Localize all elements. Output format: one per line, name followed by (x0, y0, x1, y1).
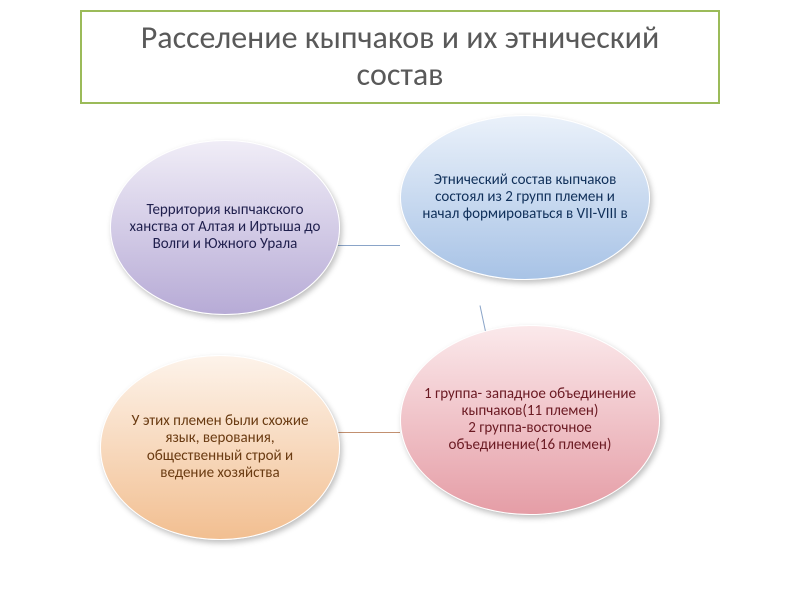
node-tribes-traits: У этих племен были схожие язык, веровани… (100, 355, 340, 540)
node-ethnic-label: Этнический состав кыпчаков состоял из 2 … (419, 172, 631, 224)
diagram-stage: Расселение кыпчаков и их этнический сост… (0, 0, 800, 600)
node-groups: 1 группа- западное объединение кыпчаков(… (400, 325, 660, 515)
page-title: Расселение кыпчаков и их этнический сост… (102, 20, 698, 94)
node-tribes-label: У этих племен были схожие язык, веровани… (119, 413, 321, 482)
title-box: Расселение кыпчаков и их этнический сост… (80, 10, 720, 104)
connector-1 (338, 245, 400, 246)
node-ethnic-composition: Этнический состав кыпчаков состоял из 2 … (400, 115, 650, 280)
node-groups-label: 1 группа- западное объединение кыпчаков(… (419, 386, 641, 455)
node-territory: Территория кыпчакского ханства от Алтая … (110, 140, 340, 315)
node-territory-label: Территория кыпчакского ханства от Алтая … (129, 202, 321, 254)
connector-3 (338, 432, 400, 433)
